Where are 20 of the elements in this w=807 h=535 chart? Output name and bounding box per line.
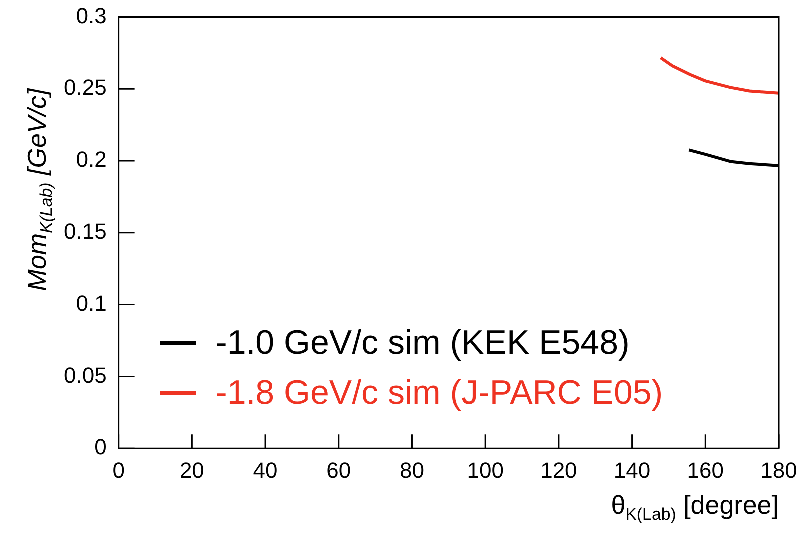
x-tick-label: 120 <box>540 458 578 483</box>
x-tick-label: 80 <box>400 458 424 483</box>
y-tick-label: 0.05 <box>64 362 107 388</box>
x-tick-label: 100 <box>467 458 504 483</box>
x-tick-label: 40 <box>253 458 278 483</box>
legend-label: -1.8 GeV/c sim (J-PARC E05) <box>216 373 664 414</box>
y-tick-label: 0.25 <box>64 75 107 100</box>
x-tick-label: 140 <box>614 458 651 483</box>
x-tick-label: 60 <box>326 458 352 483</box>
x-tick-label: 0 <box>112 458 125 483</box>
legend-label: -1.0 GeV/c sim (KEK E548) <box>216 323 630 364</box>
y-tick-label: 0.15 <box>64 218 107 244</box>
x-axis-title: θ$_{K(Lab)}$ [degree] <box>611 490 779 526</box>
x-tick-label: 180 <box>760 458 798 483</box>
y-tick-label: 0.2 <box>76 147 107 172</box>
x-tick-label: 20 <box>180 458 204 483</box>
y-tick-label: 0.3 <box>76 3 107 28</box>
x-tick-label: 160 <box>687 458 724 483</box>
y-tick-label: 0 <box>94 434 107 460</box>
y-tick-label: 0.1 <box>76 290 107 316</box>
